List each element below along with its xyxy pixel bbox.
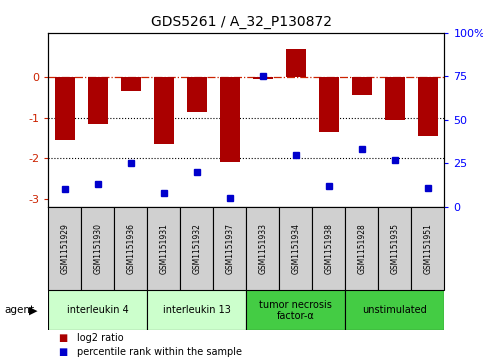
Text: GSM1151937: GSM1151937 (226, 223, 234, 274)
Text: percentile rank within the sample: percentile rank within the sample (77, 347, 242, 356)
Bar (418, 77, 438, 136)
Text: interleukin 4: interleukin 4 (67, 305, 128, 315)
Text: ■: ■ (58, 347, 67, 356)
Text: interleukin 13: interleukin 13 (163, 305, 231, 315)
Bar (286, 49, 306, 77)
Bar (279, 207, 313, 290)
Bar (55, 77, 75, 140)
Bar (213, 207, 246, 290)
Text: GSM1151932: GSM1151932 (192, 223, 201, 274)
Text: GSM1151929: GSM1151929 (60, 223, 69, 274)
Bar (412, 207, 444, 290)
Text: GSM1151931: GSM1151931 (159, 223, 168, 274)
Text: tumor necrosis
factor-α: tumor necrosis factor-α (259, 299, 332, 321)
Text: log2 ratio: log2 ratio (77, 334, 124, 343)
Text: GSM1151935: GSM1151935 (390, 223, 399, 274)
Bar (121, 77, 141, 91)
Bar (319, 77, 339, 132)
Bar (345, 207, 378, 290)
Text: GDS5261 / A_32_P130872: GDS5261 / A_32_P130872 (151, 15, 332, 29)
Bar (253, 77, 273, 79)
Bar (48, 290, 147, 330)
Bar (81, 207, 114, 290)
Text: GSM1151933: GSM1151933 (258, 223, 267, 274)
Bar (246, 207, 279, 290)
Bar (154, 77, 174, 144)
Text: GSM1151930: GSM1151930 (93, 223, 102, 274)
Bar (147, 207, 180, 290)
Bar (352, 77, 372, 95)
Text: ■: ■ (58, 334, 67, 343)
Bar (385, 77, 405, 120)
Text: unstimulated: unstimulated (362, 305, 427, 315)
Text: GSM1151951: GSM1151951 (424, 223, 432, 274)
Text: GSM1151938: GSM1151938 (325, 223, 333, 274)
Bar (220, 77, 240, 162)
Text: ▶: ▶ (28, 305, 37, 315)
Bar (147, 290, 246, 330)
Bar (48, 207, 81, 290)
Bar (345, 290, 444, 330)
Text: agent: agent (5, 305, 35, 315)
Bar (378, 207, 412, 290)
Bar (114, 207, 147, 290)
Bar (313, 207, 345, 290)
Bar (88, 77, 108, 124)
Text: GSM1151934: GSM1151934 (291, 223, 300, 274)
Bar (180, 207, 213, 290)
Bar (246, 290, 345, 330)
Text: GSM1151936: GSM1151936 (127, 223, 135, 274)
Text: GSM1151928: GSM1151928 (357, 223, 366, 274)
Bar (187, 77, 207, 112)
